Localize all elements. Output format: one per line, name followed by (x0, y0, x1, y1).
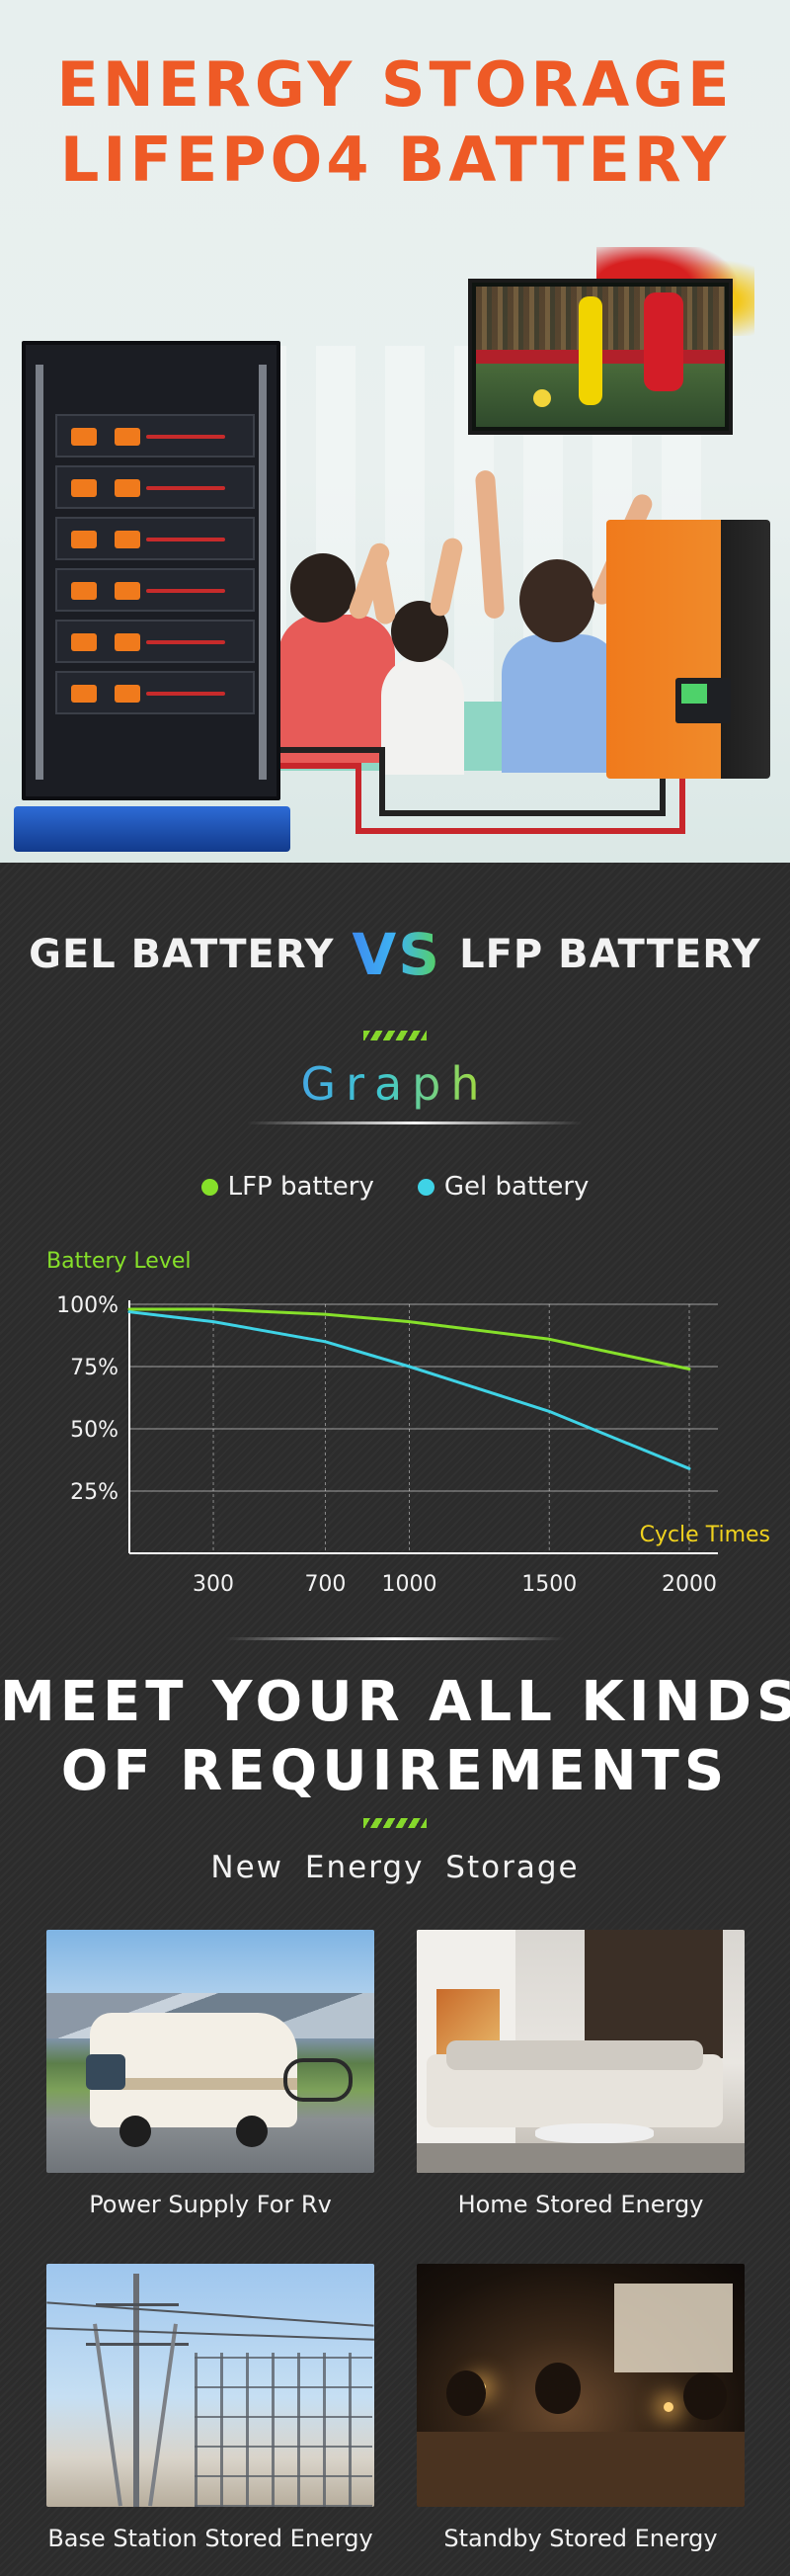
card-caption: Base Station Stored Energy (47, 2525, 373, 2552)
rack-base (14, 806, 290, 852)
inverter-illustration (606, 520, 770, 779)
gel-battery-label: GEL BATTERY (29, 932, 335, 977)
requirements-title: MEET YOUR ALL KINDS OF REQUIREMENTS (0, 1668, 790, 1806)
lfp-battery-label: LFP BATTERY (459, 932, 761, 977)
comparison-heading: GEL BATTERY VS LFP BATTERY (0, 921, 790, 988)
x-tick-label: 700 (304, 1572, 346, 1597)
y-tick-label: 50% (70, 1418, 118, 1443)
battery-module (55, 465, 255, 509)
x-tick-label: 2000 (662, 1572, 717, 1597)
battery-level-chart: 100% 75% 50% 25% 300 700 1000 1500 2000 Battery L… (46, 1249, 770, 1597)
legend-dot-icon (200, 1179, 218, 1196)
cable-black (379, 810, 666, 816)
y-tick-label: 25% (70, 1480, 118, 1505)
cable-red (356, 828, 685, 834)
power-tower-photo-icon (46, 2264, 374, 2507)
legend-dot-icon (417, 1179, 434, 1196)
series-line-gel (127, 1310, 691, 1470)
living-room-photo-icon (417, 1930, 745, 2173)
football-icon (533, 389, 551, 407)
hero-title: ENERGY STORAGE LIFEPO4 BATTERY (0, 47, 790, 198)
hero-title-line-2: LIFEPO4 BATTERY (59, 124, 731, 196)
stripe-decoration (363, 1031, 427, 1040)
battery-module (55, 568, 255, 612)
x-tick-label: 300 (193, 1572, 234, 1597)
cable-black (660, 777, 666, 816)
series-line-lfp (127, 1307, 691, 1371)
y-axis-label: Battery Level (46, 1249, 192, 1274)
rv-photo-icon (46, 1930, 374, 2173)
hero-title-line-1: ENERGY STORAGE (56, 48, 734, 121)
tv-screen (476, 287, 725, 427)
football-player-yellow (579, 296, 602, 405)
hero-banner: ENERGY STORAGE LIFEPO4 BATTERY (0, 0, 790, 863)
divider-line (225, 1637, 565, 1640)
cable-black (280, 747, 385, 753)
football-player-red (644, 292, 683, 391)
cable-black (379, 747, 385, 816)
graph-section-title: Graph (0, 1057, 790, 1111)
chart-legend: LFP battery Gel battery (0, 1172, 790, 1202)
stripe-decoration (363, 1818, 427, 1828)
y-tick-label: 100% (56, 1293, 118, 1318)
battery-module (55, 671, 255, 714)
battery-module (55, 414, 255, 457)
x-axis-label: Cycle Times (640, 1523, 770, 1547)
inverter-lcd-screen (681, 684, 707, 704)
vs-label: VS (352, 921, 442, 988)
requirements-title-line-2: OF REQUIREMENTS (60, 1739, 730, 1803)
y-tick-label: 75% (70, 1356, 118, 1380)
x-tick-label: 1000 (382, 1572, 437, 1597)
cable-red (679, 777, 685, 834)
requirements-title-line-1: MEET YOUR ALL KINDS (0, 1670, 790, 1734)
battery-rack-cabinet (22, 341, 280, 800)
legend-label: Gel battery (443, 1172, 590, 1202)
cable-red (280, 763, 361, 769)
card-caption: Standby Stored Energy (443, 2525, 718, 2552)
card-caption: Home Stored Energy (457, 2191, 704, 2218)
candlelight-photo-icon (417, 2264, 745, 2507)
cable-red (356, 763, 361, 834)
requirements-subtitle: New Energy Storage (210, 1850, 580, 1885)
battery-module (55, 620, 255, 663)
divider-line (247, 1122, 583, 1124)
battery-module (55, 517, 255, 560)
tv-illustration (468, 279, 733, 435)
legend-label: LFP battery (227, 1172, 374, 1202)
legend-item-0: LFP battery (200, 1172, 374, 1202)
x-tick-label: 1500 (521, 1572, 577, 1597)
card-caption: Power Supply For Rv (89, 2191, 332, 2218)
legend-item-1: Gel battery (417, 1172, 590, 1202)
